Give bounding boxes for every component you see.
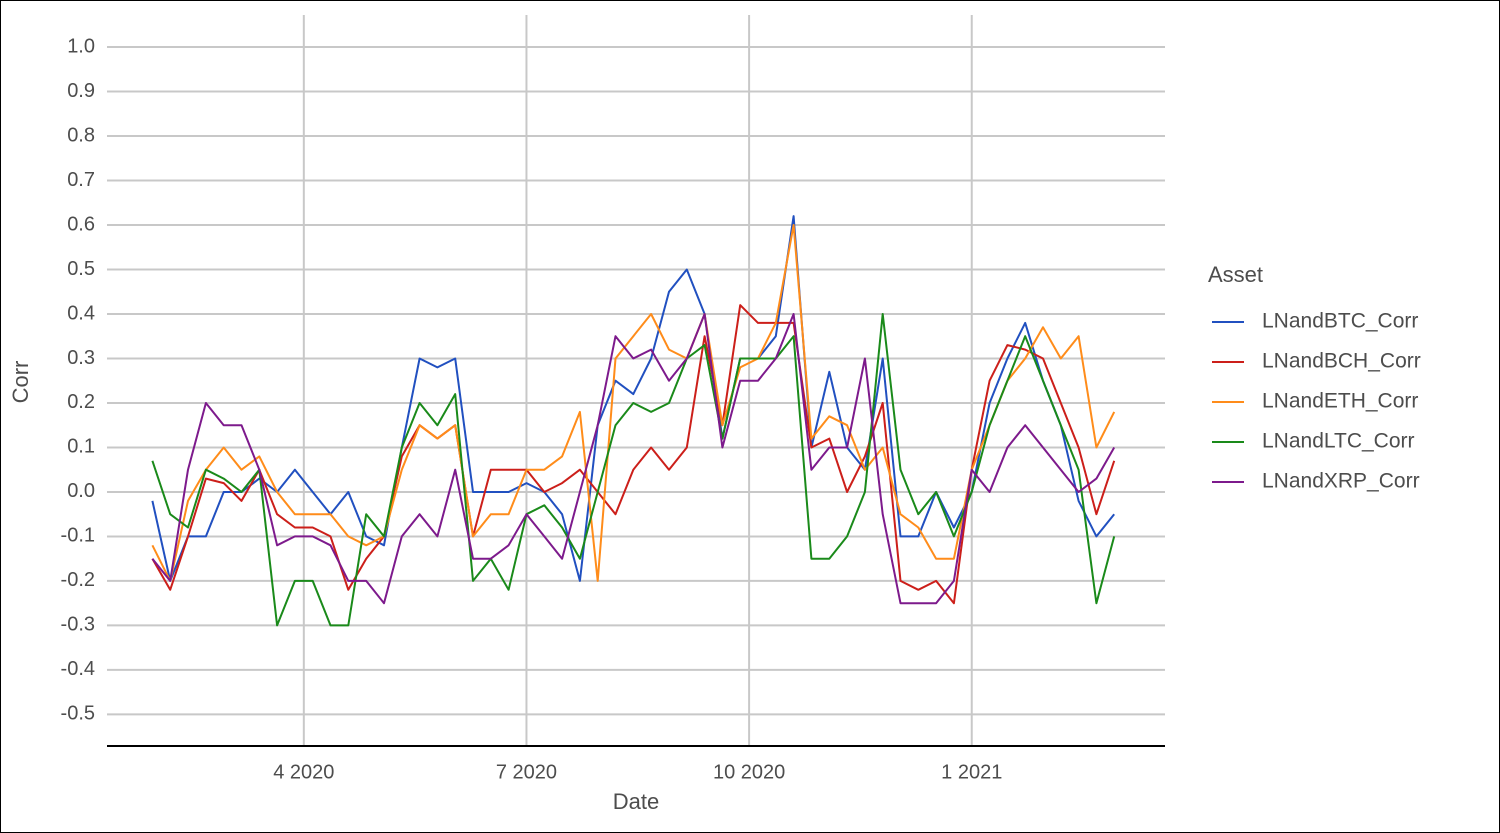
legend-label: LNandXRP_Corr [1262, 470, 1420, 493]
y-tick-label: 0.9 [67, 80, 95, 102]
y-tick-label: 0.2 [67, 391, 95, 413]
y-tick-label: 0.6 [67, 213, 95, 235]
legend-label: LNandBTC_Corr [1262, 310, 1418, 333]
series-line [151, 313, 1116, 627]
y-tick-label: -0.3 [61, 614, 95, 636]
x-tick-label: 7 2020 [496, 761, 557, 783]
x-tick-label: 4 2020 [273, 761, 334, 783]
y-tick-label: 1.0 [67, 35, 95, 57]
legend-label: LNandLTC_Corr [1262, 430, 1415, 453]
y-tick-label: 0.0 [67, 480, 95, 502]
legend-label: LNandETH_Corr [1262, 390, 1418, 413]
y-tick-label: -0.5 [61, 703, 95, 725]
x-tick-label: 1 2021 [941, 761, 1002, 783]
series-line [151, 224, 1116, 582]
series-line [151, 215, 1115, 582]
y-tick-label: 0.1 [67, 436, 95, 458]
y-tick-label: 0.8 [67, 124, 95, 146]
y-tick-label: 0.3 [67, 347, 95, 369]
y-tick-label: 0.7 [67, 169, 95, 191]
y-tick-label: 0.4 [67, 302, 95, 324]
x-tick-label: 10 2020 [713, 761, 785, 783]
y-tick-label: -0.2 [61, 569, 95, 591]
y-tick-label: -0.4 [61, 658, 95, 680]
y-axis-title: Corr [8, 361, 33, 404]
series-line [151, 313, 1116, 605]
y-tick-label: -0.1 [61, 525, 95, 547]
y-tick-label: 0.5 [67, 258, 95, 280]
legend-title: Asset [1208, 262, 1263, 287]
x-axis-title: Date [613, 789, 659, 814]
series-line [151, 304, 1116, 605]
legend-label: LNandBCH_Corr [1262, 350, 1421, 373]
